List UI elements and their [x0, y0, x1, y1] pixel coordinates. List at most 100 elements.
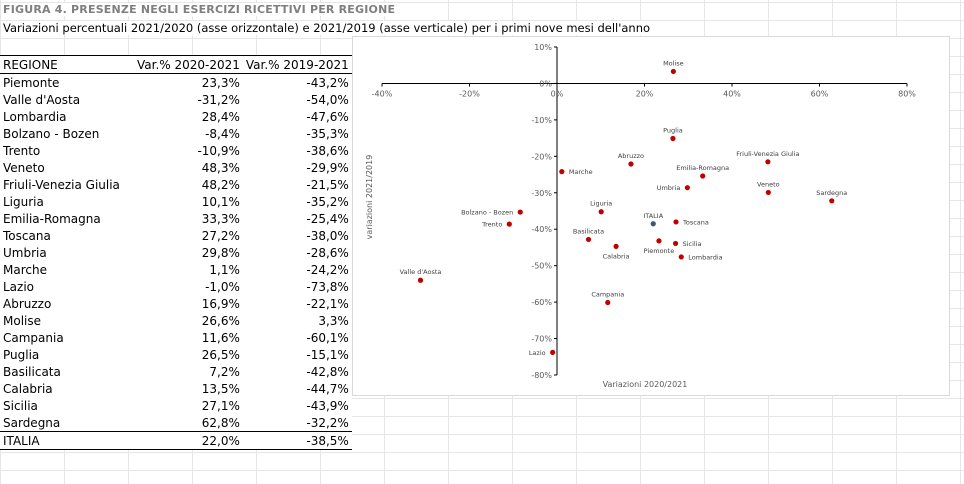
var-2020-2021-value: -10,9% [197, 143, 240, 158]
var-2019-2021-value: -38,0% [306, 228, 349, 243]
table-row: Emilia-Romagna 33,3% -25,4% [0, 210, 352, 227]
data-point [670, 135, 676, 142]
var-2020-2021-value: 26,6% [201, 313, 240, 328]
data-point [765, 189, 771, 196]
region-name: Lazio [3, 279, 35, 294]
var-2020-2021-value: 11,6% [201, 330, 240, 345]
y-tick-label: -80% [531, 371, 552, 380]
table-row: Umbria 29,8% -28,6% [0, 244, 352, 261]
table-row: Sardegna 62,8% -32,2% [0, 414, 352, 432]
header-regione: REGIONE [0, 55, 134, 74]
data-point-label: Calabria [603, 252, 630, 260]
region-name: Umbria [3, 245, 47, 260]
table-row: Molise 26,6% 3,3% [0, 312, 352, 329]
var-2019-2021-value: -44,7% [306, 381, 349, 396]
table-row: Lombardia 28,4% -47,6% [0, 108, 352, 125]
data-point [628, 161, 634, 167]
data-point-label: Emilia-Romagna [676, 164, 729, 172]
table-row: Campania 11,6% -60,1% [0, 329, 352, 346]
region-name: Sardegna [3, 415, 61, 430]
var-2019-2021-value: -29,9% [306, 160, 349, 175]
var-2020-2021-value: 7,2% [209, 364, 240, 379]
data-point [550, 349, 556, 356]
data-point-label: Campania [591, 290, 624, 298]
table-row: Basilicata 7,2% -42,8% [0, 363, 352, 380]
var-2019-2021-value: 3,3% [318, 313, 349, 328]
var-2019-2021-value: -22,1% [306, 296, 349, 311]
table-total-row: ITALIA 22,0% -38,5% [0, 431, 352, 450]
var-2020-2021-value: 29,8% [201, 245, 240, 260]
region-name: Molise [3, 313, 41, 328]
region-name: Basilicata [3, 364, 61, 379]
figure-subtitle: Variazioni percentuali 2021/2020 (asse o… [3, 21, 651, 35]
scatter-chart-svg: -40% -20% 0% 20% 40% 60% 80% 10% 0% -10% -20% -30% -… [365, 43, 916, 389]
region-name: Calabria [3, 381, 53, 396]
data-point [670, 68, 676, 75]
var-2019-2021-value: -42,8% [306, 364, 349, 379]
var-2019-2021-value: -24,2% [306, 262, 349, 277]
y-tick-label: -10% [531, 116, 552, 125]
var-2020-2021-value: 10,1% [201, 194, 240, 209]
table-row: Veneto 48,3% -29,9% [0, 159, 352, 176]
data-point [829, 198, 835, 204]
table-row: Abruzzo 16,9% -22,1% [0, 295, 352, 312]
data-point [506, 221, 512, 227]
var-2019-2021-value: -21,5% [306, 177, 349, 192]
var-2020-2021-value: 27,1% [201, 398, 240, 413]
data-point-label: Umbria [657, 184, 681, 192]
data-point-label: Bolzano - Bozen [461, 209, 513, 217]
table-row: Friuli-Venezia Giulia 48,2% -21,5% [0, 176, 352, 193]
var-2020-2021-value: 16,9% [201, 296, 240, 311]
y-tick-label: -60% [531, 298, 552, 307]
data-point-label: Sardegna [816, 189, 847, 197]
data-point-label: Veneto [757, 180, 780, 188]
region-name: Marche [3, 262, 47, 277]
x-tick-label: 40% [723, 89, 741, 98]
var-2020-2021-value: 62,8% [201, 415, 240, 430]
var-2019-2021-value: -60,1% [306, 330, 349, 345]
var-2020-2021-value: -1,0% [205, 279, 240, 294]
region-name: Lombardia [3, 109, 67, 124]
var-2020-2021-value: -8,4% [205, 126, 240, 141]
var-2020-2021-value: 28,4% [201, 109, 240, 124]
regions-table: REGIONE Var.% 2020-2021 Var.% 2019-2021 … [0, 55, 352, 450]
region-name: Campania [3, 330, 64, 345]
region-name: Veneto [3, 160, 45, 175]
table-row: Calabria 13,5% -44,7% [0, 380, 352, 397]
x-tick-label: 0% [551, 89, 564, 98]
region-name: Toscana [3, 228, 51, 243]
var-2020-2021-value: 48,2% [201, 177, 240, 192]
data-point [605, 299, 611, 306]
var-2019-2021-value: -38,5% [242, 431, 352, 450]
table-row: Puglia 26,5% -15,1% [0, 346, 352, 363]
data-point-label: Lazio [529, 349, 546, 357]
region-name: Puglia [3, 347, 40, 362]
y-tick-label: -40% [531, 225, 552, 234]
data-point [700, 173, 706, 179]
header-var-2020-2021: Var.% 2020-2021 [134, 55, 243, 74]
figure-title: FIGURA 4. PRESENZE NEGLI ESERCIZI RICETT… [3, 3, 396, 16]
x-tick-label: 60% [811, 89, 829, 98]
data-point [765, 159, 771, 165]
data-point-label: Marche [569, 168, 593, 176]
region-name: Liguria [3, 194, 44, 209]
var-2020-2021-value: 13,5% [201, 381, 240, 396]
table-row: Toscana 27,2% -38,0% [0, 227, 352, 244]
data-point-label: Liguria [590, 200, 612, 208]
var-2020-2021-value: 23,3% [201, 75, 240, 90]
region-name: Friuli-Venezia Giulia [3, 177, 120, 192]
var-2019-2021-value: -35,2% [306, 194, 349, 209]
var-2020-2021-value: 26,5% [201, 347, 240, 362]
region-name: ITALIA [0, 431, 134, 450]
data-point-label: Molise [663, 59, 684, 67]
y-tick-label: -50% [531, 262, 552, 271]
data-point-label: Abruzzo [618, 152, 644, 160]
x-tick-label: -20% [459, 89, 480, 98]
var-2019-2021-value: -32,2% [306, 415, 349, 430]
var-2020-2021-value: 1,1% [209, 262, 240, 277]
data-point-label: Sicilia [683, 240, 702, 248]
data-point [598, 209, 604, 215]
data-point-label: ITALIA [643, 212, 663, 220]
data-point-label: Piemonte [644, 247, 675, 255]
data-point-label: Trento [481, 221, 502, 229]
